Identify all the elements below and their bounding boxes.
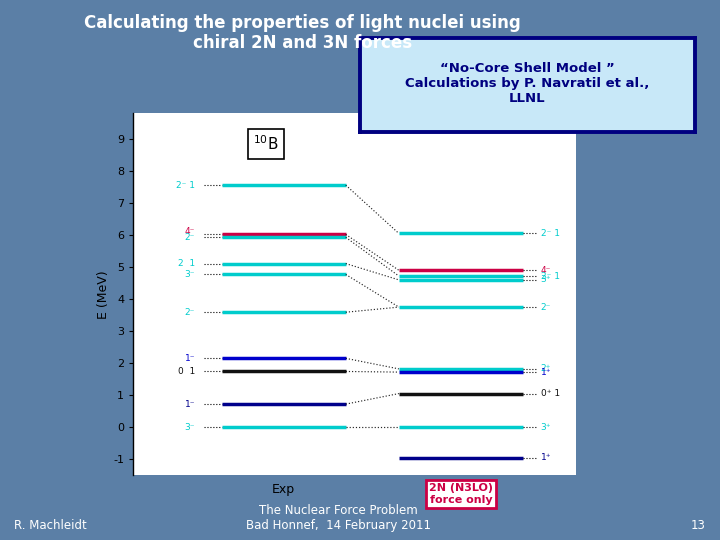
Text: Calculating the properties of light nuclei using
chiral 2N and 3N forces: Calculating the properties of light nucl…	[84, 14, 521, 52]
Text: 4⁻: 4⁻	[541, 266, 551, 275]
Text: 2⁻: 2⁻	[185, 233, 195, 242]
Text: 2⁻ 1: 2⁻ 1	[541, 229, 559, 238]
Text: 1⁺: 1⁺	[541, 368, 551, 376]
Text: Exp: Exp	[272, 483, 295, 496]
Text: 4⁻: 4⁻	[185, 227, 195, 237]
Text: 2  1: 2 1	[178, 259, 195, 268]
Text: 2⁺: 2⁺	[541, 364, 551, 373]
Text: 1⁺: 1⁺	[541, 453, 551, 462]
Text: 0  1: 0 1	[178, 367, 195, 376]
Text: 3⁻: 3⁻	[185, 270, 195, 279]
Y-axis label: E (MeV): E (MeV)	[97, 270, 110, 319]
Text: 2N (N3LO)
force only: 2N (N3LO) force only	[429, 483, 493, 505]
Text: “No-Core Shell Model ”
Calculations by P. Navratil et al.,
LLNL: “No-Core Shell Model ” Calculations by P…	[405, 62, 649, 105]
Text: 0⁺ 1: 0⁺ 1	[541, 389, 559, 398]
Text: 3⁺: 3⁺	[541, 275, 551, 285]
Text: 3⁻: 3⁻	[185, 423, 195, 431]
Text: The Nuclear Force Problem
Bad Honnef,  14 February 2011: The Nuclear Force Problem Bad Honnef, 14…	[246, 504, 431, 532]
Text: 1⁻: 1⁻	[185, 400, 195, 409]
Text: 2⁻ 1: 2⁻ 1	[176, 180, 195, 190]
Text: 13: 13	[690, 519, 706, 532]
Text: $\rm{^{10}B}$: $\rm{^{10}B}$	[253, 134, 279, 153]
Text: 2⁻ 1: 2⁻ 1	[541, 272, 559, 281]
Text: 3⁺: 3⁺	[541, 423, 551, 431]
Text: 2⁻: 2⁻	[541, 302, 551, 312]
Text: 2⁻: 2⁻	[185, 308, 195, 317]
Text: 1⁻: 1⁻	[185, 354, 195, 363]
Text: R. Machleidt: R. Machleidt	[14, 519, 87, 532]
